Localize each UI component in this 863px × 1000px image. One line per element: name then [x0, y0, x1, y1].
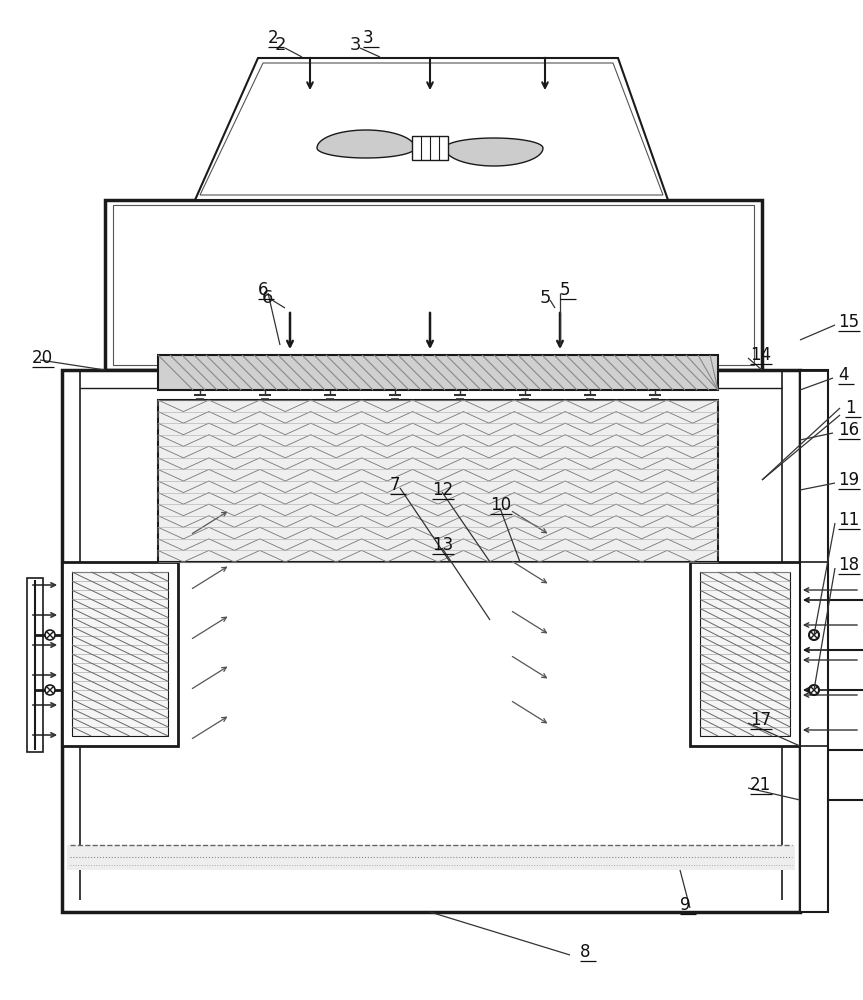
Polygon shape — [412, 136, 448, 160]
Circle shape — [45, 630, 55, 640]
Text: 3: 3 — [363, 29, 374, 47]
Text: 12: 12 — [432, 481, 453, 499]
Text: 3: 3 — [350, 36, 362, 54]
Text: 15: 15 — [838, 313, 860, 331]
Circle shape — [809, 685, 819, 695]
Text: 9: 9 — [680, 896, 690, 914]
Polygon shape — [195, 58, 668, 200]
Bar — [158, 400, 718, 562]
Bar — [62, 370, 800, 912]
Bar — [105, 200, 762, 370]
Text: 5: 5 — [540, 289, 551, 307]
Text: 6: 6 — [258, 281, 268, 299]
Text: 5: 5 — [560, 281, 570, 299]
Circle shape — [809, 630, 819, 640]
Bar — [113, 205, 754, 365]
Bar — [690, 562, 800, 746]
Bar — [158, 355, 718, 390]
Text: 10: 10 — [490, 496, 511, 514]
Text: 6: 6 — [262, 289, 274, 307]
Bar — [67, 845, 795, 870]
Bar — [800, 370, 828, 912]
Bar — [62, 562, 178, 746]
Text: 13: 13 — [432, 536, 453, 554]
Text: 2: 2 — [275, 36, 287, 54]
Text: 7: 7 — [390, 476, 400, 494]
Text: 19: 19 — [838, 471, 860, 489]
Text: 11: 11 — [838, 511, 860, 529]
Polygon shape — [317, 130, 415, 158]
Bar — [72, 572, 168, 736]
Text: 18: 18 — [838, 556, 860, 574]
Polygon shape — [445, 138, 543, 166]
Text: 2: 2 — [268, 29, 279, 47]
Bar — [27, 578, 43, 752]
Text: 4: 4 — [838, 366, 848, 384]
Text: 20: 20 — [32, 349, 54, 367]
Text: 16: 16 — [838, 421, 860, 439]
Text: 14: 14 — [750, 346, 772, 364]
Text: 21: 21 — [750, 776, 772, 794]
Bar — [700, 572, 790, 736]
Text: 8: 8 — [580, 943, 590, 961]
Text: 1: 1 — [845, 399, 855, 417]
Circle shape — [45, 685, 55, 695]
Text: 17: 17 — [750, 711, 772, 729]
